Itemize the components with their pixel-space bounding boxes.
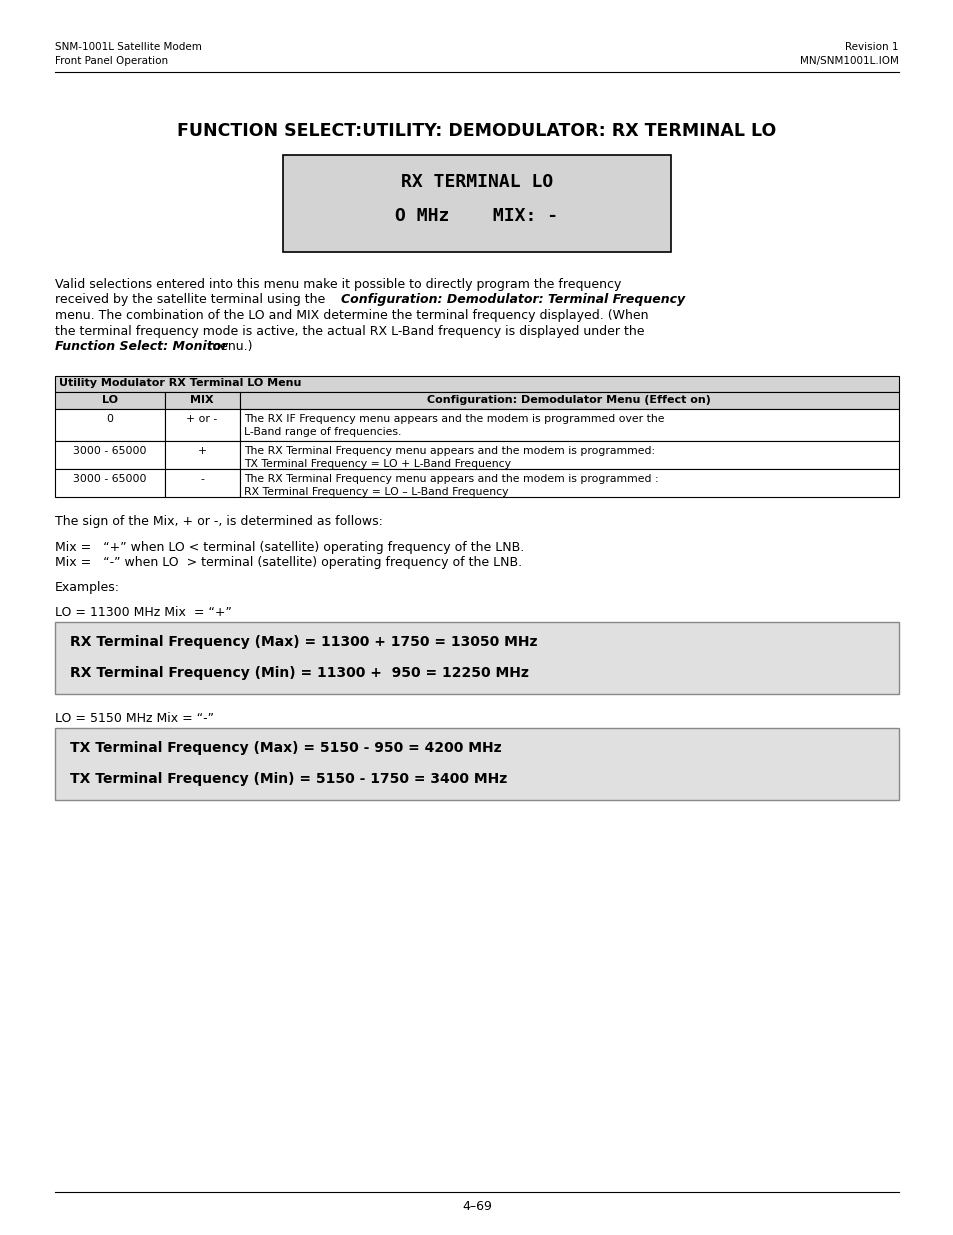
Text: Valid selections entered into this menu make it possible to directly program the: Valid selections entered into this menu … (55, 278, 620, 291)
Text: TX Terminal Frequency = LO + L-Band Frequency: TX Terminal Frequency = LO + L-Band Freq… (244, 459, 511, 469)
Text: Function Select: Monitor: Function Select: Monitor (55, 340, 227, 353)
FancyBboxPatch shape (55, 391, 165, 409)
FancyBboxPatch shape (55, 409, 165, 441)
FancyBboxPatch shape (165, 469, 240, 496)
Text: + or -: + or - (186, 414, 217, 424)
FancyBboxPatch shape (240, 409, 898, 441)
Text: Configuration: Demodulator: Terminal Frequency: Configuration: Demodulator: Terminal Fre… (340, 294, 684, 306)
Text: MN/SNM1001L.IOM: MN/SNM1001L.IOM (800, 56, 898, 65)
FancyBboxPatch shape (165, 409, 240, 441)
Text: RX Terminal Frequency = LO – L-Band Frequency: RX Terminal Frequency = LO – L-Band Freq… (244, 487, 508, 496)
FancyBboxPatch shape (240, 469, 898, 496)
Text: LO = 11300 MHz Mix  = “+”: LO = 11300 MHz Mix = “+” (55, 606, 232, 619)
Text: Revision 1: Revision 1 (844, 42, 898, 52)
Text: 0: 0 (107, 414, 113, 424)
Text: SNM-1001L Satellite Modem: SNM-1001L Satellite Modem (55, 42, 202, 52)
Text: the terminal frequency mode is active, the actual RX L-Band frequency is display: the terminal frequency mode is active, t… (55, 325, 644, 337)
Text: menu.): menu.) (204, 340, 253, 353)
Text: The RX IF Frequency menu appears and the modem is programmed over the: The RX IF Frequency menu appears and the… (244, 414, 664, 424)
Text: 3000 - 65000: 3000 - 65000 (73, 474, 147, 484)
Text: received by the satellite terminal using the: received by the satellite terminal using… (55, 294, 329, 306)
FancyBboxPatch shape (165, 441, 240, 469)
FancyBboxPatch shape (55, 375, 898, 391)
Text: Configuration: Demodulator Menu (Effect on): Configuration: Demodulator Menu (Effect … (427, 395, 710, 405)
Text: 3000 - 65000: 3000 - 65000 (73, 446, 147, 456)
Text: Utility Modulator RX Terminal LO Menu: Utility Modulator RX Terminal LO Menu (59, 378, 301, 388)
FancyBboxPatch shape (55, 469, 165, 496)
Text: FUNCTION SELECT:UTILITY: DEMODULATOR: RX TERMINAL LO: FUNCTION SELECT:UTILITY: DEMODULATOR: RX… (177, 122, 776, 140)
FancyBboxPatch shape (240, 441, 898, 469)
Text: The sign of the Mix, + or -, is determined as follows:: The sign of the Mix, + or -, is determin… (55, 515, 382, 529)
Text: O MHz    MIX: -: O MHz MIX: - (395, 207, 558, 225)
FancyBboxPatch shape (165, 391, 240, 409)
Text: Mix =   “+” when LO < terminal (satellite) operating frequency of the LNB.: Mix = “+” when LO < terminal (satellite)… (55, 541, 524, 555)
Text: -: - (200, 474, 204, 484)
Text: 4–69: 4–69 (461, 1200, 492, 1213)
Text: Front Panel Operation: Front Panel Operation (55, 56, 168, 65)
Text: MIX: MIX (190, 395, 213, 405)
Text: The RX Terminal Frequency menu appears and the modem is programmed:: The RX Terminal Frequency menu appears a… (244, 446, 655, 456)
Text: Examples:: Examples: (55, 580, 120, 594)
Text: LO = 5150 MHz Mix = “-”: LO = 5150 MHz Mix = “-” (55, 713, 213, 725)
Text: TX Terminal Frequency (Min) = 5150 - 1750 = 3400 MHz: TX Terminal Frequency (Min) = 5150 - 175… (70, 772, 507, 785)
FancyBboxPatch shape (55, 727, 898, 800)
FancyBboxPatch shape (55, 441, 165, 469)
Text: RX Terminal Frequency (Max) = 11300 + 1750 = 13050 MHz: RX Terminal Frequency (Max) = 11300 + 17… (70, 635, 537, 650)
Text: RX TERMINAL LO: RX TERMINAL LO (400, 173, 553, 191)
FancyBboxPatch shape (240, 391, 898, 409)
Text: RX Terminal Frequency (Min) = 11300 +  950 = 12250 MHz: RX Terminal Frequency (Min) = 11300 + 95… (70, 666, 528, 680)
FancyBboxPatch shape (55, 622, 898, 694)
Text: Mix =   “-” when LO  > terminal (satellite) operating frequency of the LNB.: Mix = “-” when LO > terminal (satellite)… (55, 556, 521, 569)
Text: menu. The combination of the LO and MIX determine the terminal frequency display: menu. The combination of the LO and MIX … (55, 309, 648, 322)
Text: L-Band range of frequencies.: L-Band range of frequencies. (244, 427, 401, 437)
Text: LO: LO (102, 395, 118, 405)
Text: +: + (197, 446, 207, 456)
FancyBboxPatch shape (283, 156, 670, 252)
Text: The RX Terminal Frequency menu appears and the modem is programmed :: The RX Terminal Frequency menu appears a… (244, 474, 658, 484)
Text: TX Terminal Frequency (Max) = 5150 - 950 = 4200 MHz: TX Terminal Frequency (Max) = 5150 - 950… (70, 741, 501, 755)
